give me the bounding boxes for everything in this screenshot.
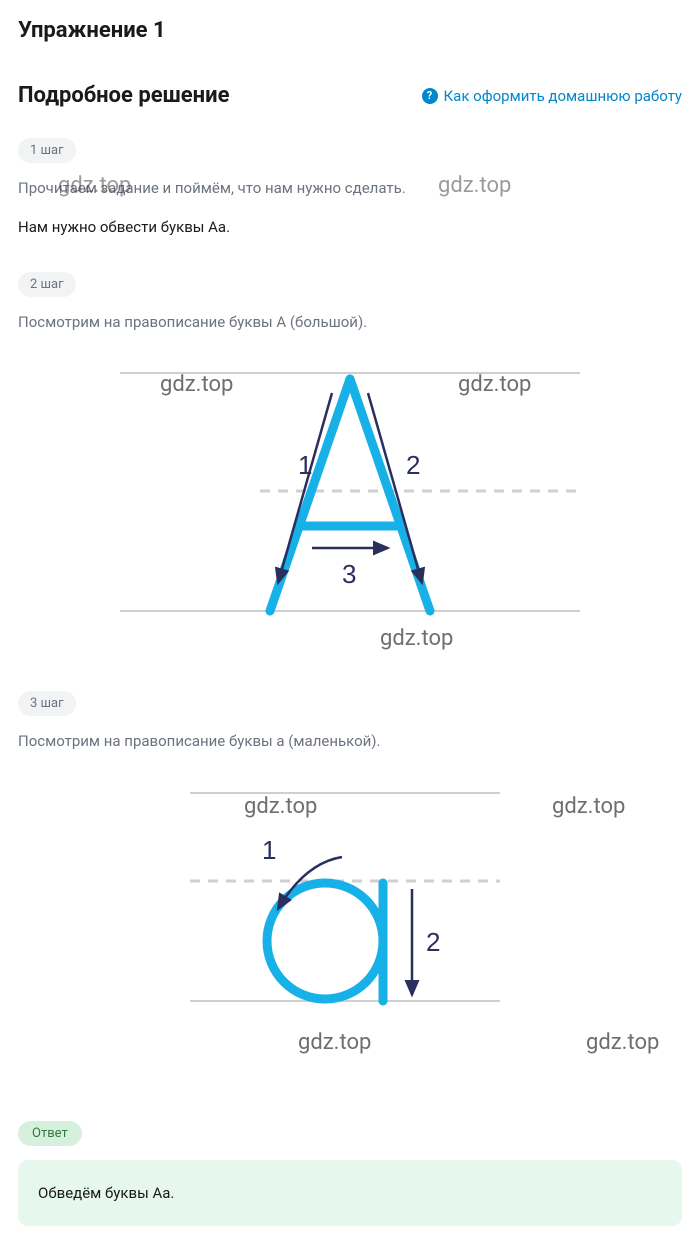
letter-diagram: 1 2 gdz.top gdz.top gdz.top gdz.top [20, 771, 680, 1061]
diagram-uppercase-a: 1 2 3 gdz.top gdz.top gdz.top [18, 351, 682, 651]
svg-text:gdz.top: gdz.top [586, 1030, 659, 1055]
step-intro: Прочитаем задание и поймём, что нам нужн… [18, 177, 682, 200]
step-intro: Посмотрим на правописание буквы а (мален… [18, 730, 682, 753]
step-badge: 2 шаг [18, 272, 76, 297]
step-intro: Посмотрим на правописание буквы А (больш… [18, 311, 682, 334]
svg-text:gdz.top: gdz.top [160, 372, 233, 397]
diagram-lowercase-a: 1 2 gdz.top gdz.top gdz.top gdz.top [18, 771, 682, 1061]
help-link[interactable]: ? Как оформить домашнюю работу [422, 87, 682, 105]
answer-badge: Ответ [18, 1121, 82, 1146]
svg-text:1: 1 [298, 450, 312, 480]
svg-text:2: 2 [426, 927, 440, 957]
step-body: Нам нужно обвести буквы Аа. [18, 218, 682, 236]
help-link-text: Как оформить домашнюю работу [444, 87, 682, 105]
answer-section: Ответ Обведём буквы Аа. [18, 1101, 682, 1226]
letter-diagram: 1 2 3 gdz.top gdz.top gdz.top [90, 351, 610, 651]
answer-text: Обведём буквы Аа. [38, 1184, 174, 1202]
svg-text:1: 1 [262, 835, 276, 865]
svg-text:gdz.top: gdz.top [298, 1030, 371, 1055]
subtitle-row: Подробное решение ? Как оформить домашню… [18, 83, 682, 108]
step-badge: 1 шаг [18, 138, 76, 163]
svg-text:2: 2 [406, 450, 420, 480]
step-badge: 3 шаг [18, 691, 76, 716]
page-title: Упражнение 1 [18, 18, 682, 43]
svg-text:3: 3 [342, 559, 356, 589]
step-3: 3 шаг Посмотрим на правописание буквы а … [18, 691, 682, 1061]
step-1: 1 шаг gdz.top gdz.top Прочитаем задание … [18, 138, 682, 236]
step-2: 2 шаг Посмотрим на правописание буквы А … [18, 272, 682, 652]
svg-text:gdz.top: gdz.top [458, 372, 531, 397]
svg-text:gdz.top: gdz.top [244, 794, 317, 819]
answer-box: Обведём буквы Аа. [18, 1160, 682, 1226]
svg-text:gdz.top: gdz.top [380, 626, 453, 651]
svg-text:gdz.top: gdz.top [552, 794, 625, 819]
question-icon: ? [422, 88, 438, 104]
solution-subtitle: Подробное решение [18, 83, 229, 108]
